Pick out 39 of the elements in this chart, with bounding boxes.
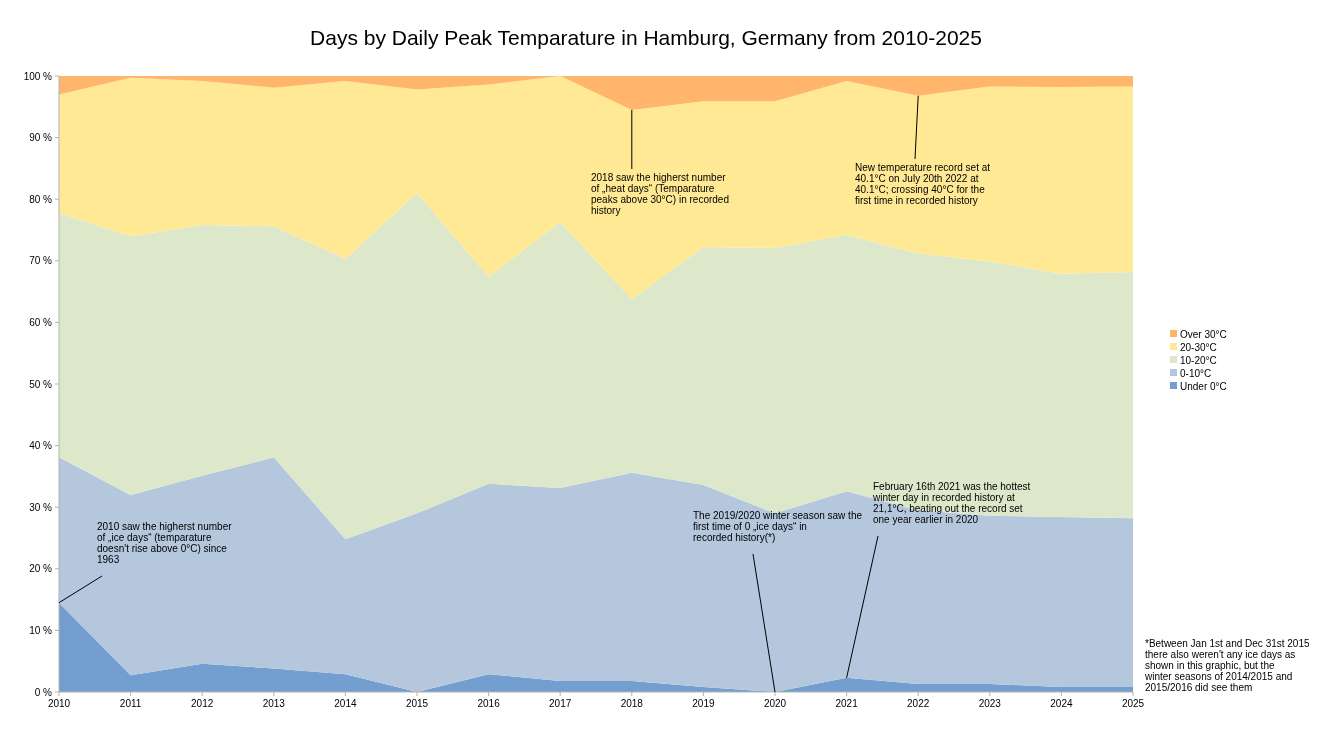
- x-tick-label: 2023: [978, 698, 1002, 709]
- x-tick-label: 2014: [334, 698, 357, 709]
- x-tick-label: 2016: [477, 698, 501, 709]
- x-tick-label: 2020: [763, 698, 787, 709]
- y-tick-label: 90 %: [29, 132, 53, 144]
- legend-label: Under 0°C: [1180, 380, 1227, 392]
- y-tick-label: 10 %: [29, 624, 53, 636]
- annotation: New temperature record set at 40.1°C on July 20th 2022 at 40.1°C; crossing 40°C for the first time in recorded history: [855, 162, 991, 206]
- text: *Between Jan 1st and Dec 31st 2015 there also weren't any ice days as shown in this graphic, but the winter seasons of 2014/2015 and 2015/2016 did see them: [1144, 638, 1310, 693]
- x-tick-label: 2024: [1050, 698, 1073, 709]
- annotation: 2018 saw the higherst number of „heat days“ (Temparature peaks above 30°C) in recorded history: [591, 172, 729, 216]
- x-tick-label: 2017: [549, 698, 572, 709]
- y-tick-label: 100 %: [23, 70, 53, 82]
- y-tick-label: 0 %: [34, 686, 53, 698]
- x-tick-label: 2012: [191, 698, 214, 709]
- legend-label: 20-30°C: [1180, 341, 1217, 353]
- annotation: 2010 saw the higherst number of „ice days“ (temparature doesn't rise above 0°C) since 1963: [97, 521, 233, 565]
- y-tick-label: 80 %: [29, 193, 53, 205]
- x-tick-label: 2015: [405, 698, 429, 709]
- y-tick-label: 70 %: [29, 255, 53, 267]
- x-tick-label: 2011: [119, 698, 142, 709]
- x-tick-label: 2013: [262, 698, 286, 709]
- y-tick-label: 40 %: [29, 440, 53, 452]
- legend-label: 10-20°C: [1180, 354, 1217, 366]
- y-tick-label: 50 %: [29, 378, 53, 390]
- annotation: The 2019/2020 winter season saw the first time of 0 „ice days“ in recorded history(*): [693, 510, 863, 543]
- x-tick-label: 2021: [835, 698, 859, 709]
- legend-label: Over 30°C: [1180, 328, 1227, 340]
- x-tick-label: 2025: [1121, 698, 1145, 709]
- y-tick-label: 20 %: [29, 563, 53, 575]
- chart-title: Days by Daily Peak Temparature in Hamburg, Germany from 2010-2025: [310, 26, 982, 49]
- y-tick-label: 30 %: [29, 501, 53, 513]
- y-tick-label: 60 %: [29, 316, 53, 328]
- annotation: February 16th 2021 was the hottest winter day in recorded history at 21,1°C, beating out the record set one year earlier in 2020: [872, 481, 1031, 525]
- legend-label: 0-10°C: [1180, 367, 1212, 379]
- x-tick-label: 2010: [47, 698, 71, 709]
- x-tick-label: 2022: [907, 698, 930, 709]
- x-tick-label: 2019: [692, 698, 715, 709]
- x-tick-label: 2018: [620, 698, 644, 709]
